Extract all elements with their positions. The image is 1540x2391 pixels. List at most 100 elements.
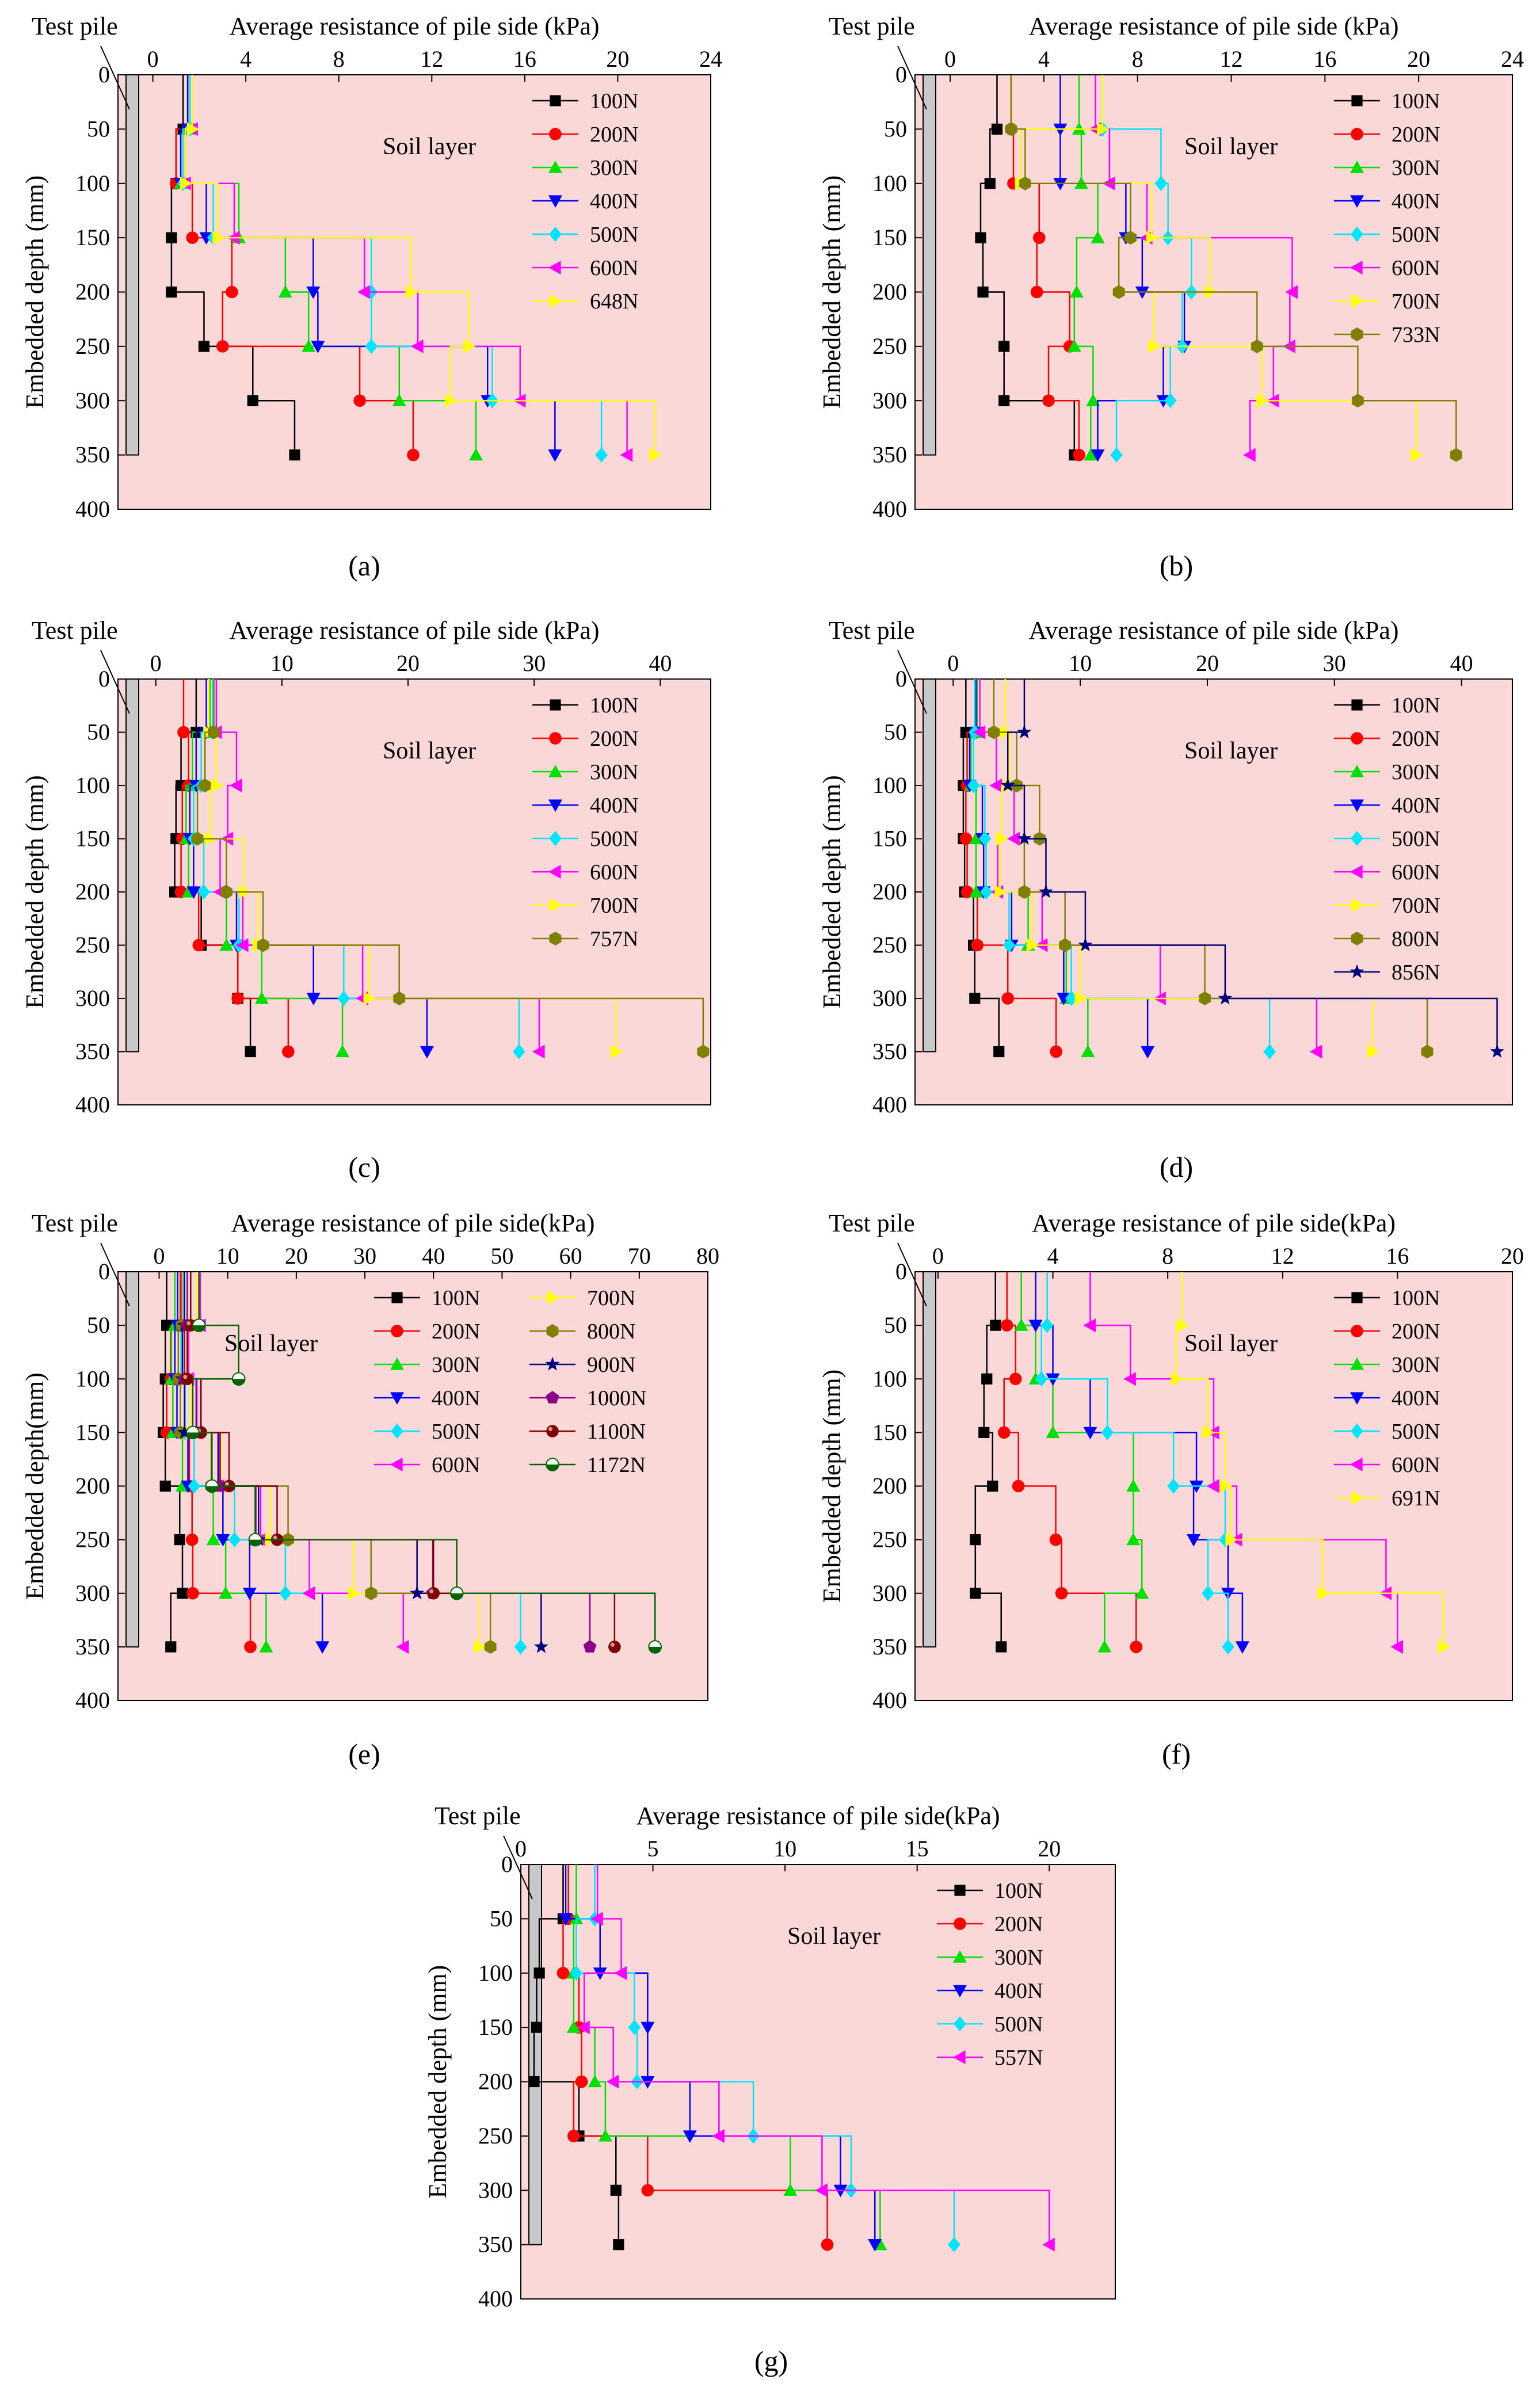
point-b-500N-300	[1164, 393, 1177, 409]
legend-marker-g-300N	[953, 1950, 967, 1963]
legend-label-a-648N: 648N	[590, 289, 638, 314]
legend-label-a-100N: 100N	[590, 89, 638, 113]
point-b-700N-150	[1146, 231, 1159, 245]
point-b-500N-100	[1154, 176, 1168, 191]
point-c-700N-350	[611, 1044, 623, 1059]
pile-pointer-b	[897, 45, 927, 110]
series-c-757N	[191, 679, 710, 1059]
legend-marker-a-100N	[550, 95, 561, 106]
legend-marker-e-100N	[391, 1292, 403, 1303]
legend-label-e-200N: 200N	[432, 1320, 480, 1344]
point-d-200N-350	[1050, 1045, 1062, 1058]
legend-label-d-100N: 100N	[1392, 693, 1440, 718]
point-a-648N-250	[463, 339, 476, 353]
legend-item-f-691N: 691N	[1334, 1486, 1440, 1511]
legend-label-g-200N: 200N	[994, 1912, 1043, 1936]
point-b-733N-300	[1351, 394, 1364, 408]
point-g-400N-350	[868, 2239, 882, 2252]
point-e-500N-300	[279, 1585, 292, 1601]
point-c-757N-200	[220, 885, 232, 899]
point-e-700N-300	[348, 1586, 360, 1600]
legend-label-b-300N: 300N	[1392, 156, 1440, 180]
legend-marker-d-200N	[1351, 732, 1363, 745]
y-tick-label-b-5: 250	[872, 333, 907, 359]
soil-layer-annotation-a: Soil layer	[383, 134, 476, 160]
legend-marker-d-700N	[1351, 898, 1364, 912]
series-line-a-400N	[180, 75, 556, 455]
point-e-100N-50	[161, 1320, 173, 1331]
point-f-200N-300	[1055, 1587, 1068, 1600]
point-d-700N-350	[1367, 1044, 1380, 1059]
point-e-500N-250	[228, 1532, 241, 1547]
legend-item-d-856N: 856N	[1334, 960, 1440, 985]
point-b-700N-50	[1097, 122, 1110, 136]
point-g-500N-100	[570, 1965, 583, 1981]
test-pile-b	[923, 74, 936, 456]
point-b-300N-250	[1067, 339, 1081, 352]
x-tick-label-a-1: 4	[240, 46, 251, 72]
x-tick-label-b-4: 16	[1313, 46, 1336, 72]
pile-label-d: Test pile	[829, 616, 915, 645]
point-e-1172N-350	[648, 1640, 662, 1654]
legend-item-c-100N: 100N	[532, 693, 638, 718]
point-f-100N-350	[996, 1641, 1007, 1653]
point-g-300N-250	[598, 2129, 612, 2142]
point-d-856N-200	[1038, 884, 1054, 898]
legend-item-c-700N: 700N	[532, 894, 638, 918]
y-tick-label-e-8: 400	[75, 1687, 110, 1713]
series-line-g-500N	[575, 1864, 955, 2245]
y-tick-label-a-1: 50	[87, 116, 110, 142]
point-d-700N-250	[1026, 938, 1039, 952]
legend-marker-a-200N	[549, 128, 562, 140]
point-f-200N-100	[1009, 1372, 1022, 1386]
legend-item-e-100N: 100N	[374, 1286, 480, 1310]
legend-marker-d-500N	[1351, 830, 1363, 846]
legend-marker-a-648N	[550, 294, 562, 308]
point-b-100N-300	[998, 395, 1010, 406]
point-b-400N-350	[1091, 449, 1105, 462]
point-b-200N-300	[1042, 394, 1055, 407]
y-tick-label-g-3: 150	[478, 2014, 513, 2040]
y-tick-label-f-8: 400	[872, 1687, 907, 1713]
legend-marker-f-300N	[1350, 1357, 1364, 1370]
y-tick-label-c-5: 250	[75, 932, 110, 958]
series-line-b-700N	[1019, 75, 1417, 455]
x-axis-title-f: Average resistance of pile side(kPa)	[1032, 1209, 1396, 1237]
legend-item-g-400N: 400N	[937, 1979, 1043, 2003]
point-b-733N-350	[1450, 448, 1462, 462]
series-line-e-1172N	[192, 1272, 656, 1647]
soil-layer-annotation-f: Soil layer	[1184, 1330, 1278, 1357]
point-d-100N-300	[969, 993, 981, 1004]
legend-marker-d-856N	[1350, 964, 1364, 978]
point-a-200N-350	[407, 448, 420, 462]
point-b-300N-300	[1086, 394, 1100, 406]
point-e-900N-300	[410, 1585, 425, 1600]
y-tick-label-d-7: 350	[872, 1039, 907, 1065]
legend-item-g-500N: 500N	[937, 2012, 1043, 2037]
legend-item-e-700N: 700N	[529, 1286, 635, 1310]
legend-label-f-100N: 100N	[1392, 1286, 1440, 1310]
series-line-g-100N	[533, 1864, 620, 2245]
point-b-700N-250	[1148, 339, 1161, 353]
soil-layer-annotation-b: Soil layer	[1184, 134, 1278, 160]
point-d-400N-350	[1141, 1046, 1155, 1059]
point-f-400N-350	[1235, 1641, 1249, 1654]
point-d-800N-250	[1059, 938, 1072, 952]
point-g-557N-350	[1042, 2237, 1055, 2252]
point-a-648N-300	[445, 394, 458, 408]
series-line-d-800N	[993, 679, 1428, 1052]
point-b-300N-350	[1084, 448, 1098, 461]
point-f-100N-250	[970, 1534, 981, 1546]
y-tick-label-b-1: 50	[884, 116, 907, 142]
legend-marker-e-1000N	[546, 1391, 559, 1404]
y-tick-label-c-3: 150	[75, 826, 110, 852]
legend-item-a-100N: 100N	[532, 89, 638, 113]
legend-label-g-100N: 100N	[994, 1879, 1043, 1903]
y-axis-title-c: Embedded depth (mm)	[21, 775, 49, 1009]
x-tick-label-g-1: 5	[647, 1836, 659, 1862]
point-e-100N-300	[177, 1588, 188, 1599]
panel-caption-d: (d)	[1160, 1151, 1193, 1183]
point-b-700N-350	[1411, 448, 1424, 462]
point-b-500N-350	[1110, 447, 1123, 463]
point-d-100N-50	[960, 726, 971, 738]
